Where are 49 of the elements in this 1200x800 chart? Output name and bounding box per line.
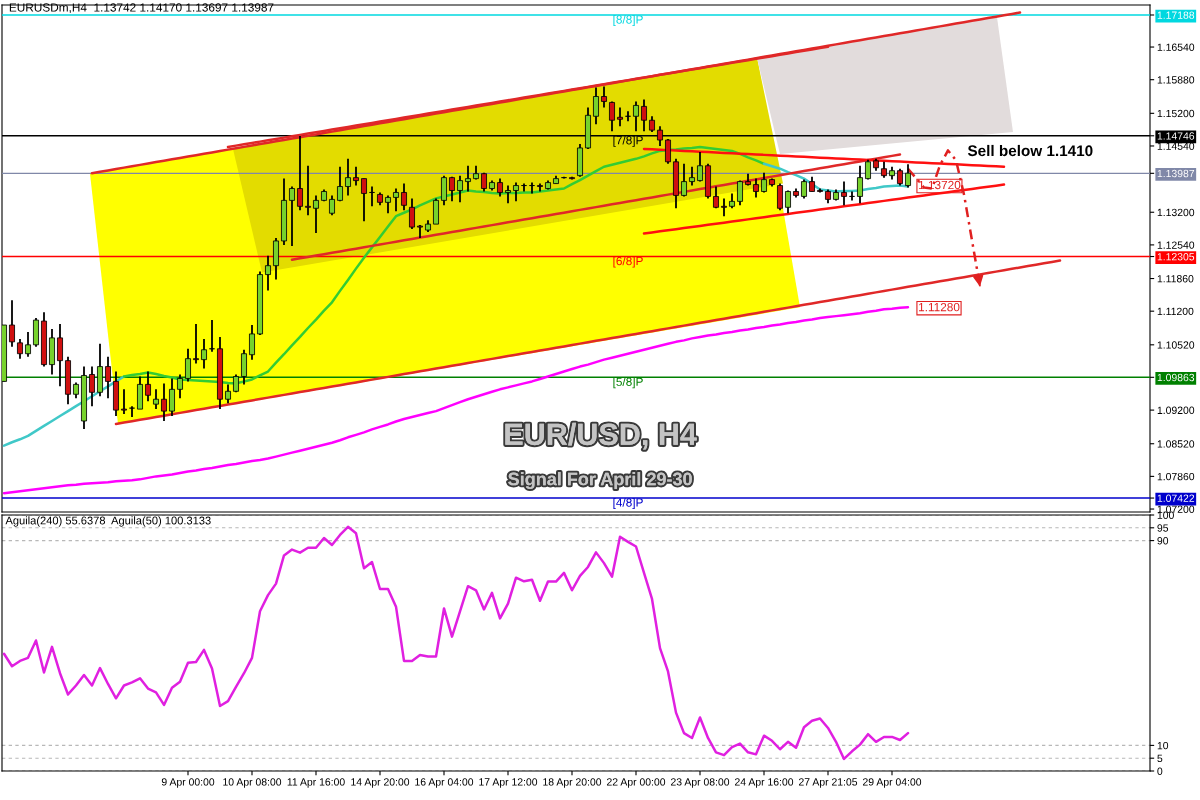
x-tick-label: 27 Apr 21:05: [798, 778, 858, 788]
annotation: Sell below 1.1410: [967, 144, 1093, 157]
y-tick-label: 1.14540: [1157, 142, 1195, 150]
y-tick-label: 1.07860: [1157, 472, 1195, 481]
annotation: 1.11280: [919, 303, 960, 312]
x-tick-label: 18 Apr 20:00: [543, 778, 602, 788]
ref-line-label: [4/8]P: [613, 498, 643, 510]
y-tick-label: 1.07200: [1157, 505, 1195, 513]
y-tick-label: 1.17188: [1157, 11, 1195, 19]
annotation: 1.13720: [919, 180, 961, 190]
y-tick-label: 1.09863: [1157, 373, 1195, 382]
text: EUR/USD, H4: [505, 422, 697, 450]
x-tick-label: 10 Apr 08:00: [223, 778, 282, 788]
x-tick-label: 22 Apr 00:00: [606, 778, 666, 788]
y-tick-label: 1.11200: [1157, 307, 1194, 316]
y-tick-label: 1.14746: [1157, 132, 1195, 140]
y-tick-label: 1.07422: [1157, 494, 1195, 502]
annotation: EURUSDm,H4 1.13742 1.14170 1.13697 1.13987: [9, 3, 274, 14]
ref-line-label: [5/8]P: [613, 377, 643, 389]
y-tick-label: 100: [1157, 511, 1174, 519]
y-tick-label: 1.12305: [1157, 253, 1195, 261]
y-tick-label: 1.12540: [1157, 241, 1195, 249]
y-tick-label: 1.16540: [1157, 43, 1195, 51]
x-tick-label: 29 Apr 04:00: [862, 778, 922, 788]
annotation: Aguila(240) 55.6378 Aguila(50) 100.3133: [5, 516, 211, 527]
x-tick-label: 14 Apr 20:00: [351, 778, 410, 788]
y-tick-label: 1.08520: [1157, 440, 1195, 448]
x-tick-label: 23 Apr 08:00: [670, 778, 730, 788]
x-tick-label: 9 Apr 00:00: [161, 778, 215, 788]
x-tick-label: 17 Apr 12:00: [479, 778, 538, 788]
y-tick-label: 5: [1157, 754, 1163, 763]
ref-line-label: [8/8]P: [613, 14, 643, 26]
y-tick-label: 1.09200: [1157, 406, 1195, 414]
y-tick-label: 90: [1157, 537, 1169, 545]
y-tick-label: 1.10520: [1157, 341, 1195, 349]
y-tick-label: 1.11860: [1157, 275, 1194, 283]
y-tick-label: 0: [1157, 767, 1163, 775]
x-tick-label: 16 Apr 04:00: [415, 778, 474, 788]
ref-line-label: [6/8]P: [613, 256, 643, 268]
x-tick-label: 24 Apr 16:00: [734, 778, 794, 788]
x-tick-label: 11 Apr 16:00: [287, 778, 345, 788]
y-tick-label: 1.13200: [1157, 208, 1195, 217]
y-tick-label: 95: [1157, 524, 1169, 532]
y-tick-label: 10: [1157, 741, 1169, 750]
y-tick-label: 1.15880: [1157, 76, 1195, 84]
y-tick-label: 1.15200: [1157, 109, 1195, 118]
y-tick-label: 1.13987: [1157, 169, 1195, 178]
ref-line-label: [7/8]P: [613, 135, 643, 147]
text: Signal For April 29-30: [508, 472, 692, 490]
